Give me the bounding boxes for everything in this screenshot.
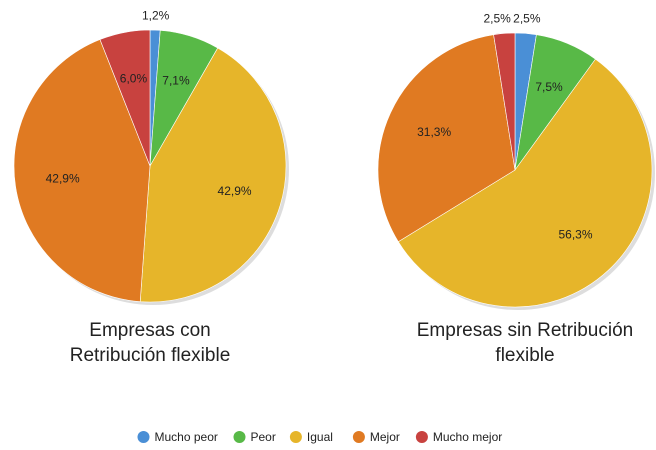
data-label: 7,1% bbox=[162, 74, 190, 88]
legend-label: Mejor bbox=[370, 430, 400, 444]
pie-slice bbox=[397, 58, 653, 308]
legend-label: Mucho mejor bbox=[433, 430, 502, 444]
legend-label: Igual bbox=[307, 430, 333, 444]
legend-label: Peor bbox=[251, 430, 276, 444]
legend-label: Mucho peor bbox=[155, 430, 218, 444]
data-label: 7,5% bbox=[535, 80, 563, 94]
data-label: 2,5% bbox=[483, 12, 511, 26]
chart-title: Empresas sin Retribución flexible bbox=[416, 320, 634, 366]
pie-slice bbox=[139, 47, 287, 303]
pie-slice bbox=[493, 32, 516, 171]
data-label: 2,5% bbox=[513, 12, 541, 26]
data-label: 31,3% bbox=[417, 125, 451, 139]
legend-swatch bbox=[289, 431, 302, 443]
data-label: 42,9% bbox=[46, 172, 80, 186]
legend-swatch bbox=[415, 431, 428, 443]
pie-slice bbox=[377, 34, 516, 243]
pie-slice bbox=[13, 39, 151, 302]
legend-swatch bbox=[137, 431, 150, 443]
data-label: 6,0% bbox=[120, 71, 148, 85]
data-label: 1,2% bbox=[142, 8, 170, 22]
data-label: 56,3% bbox=[558, 228, 592, 242]
legend-swatch bbox=[352, 431, 365, 443]
pie-slice bbox=[99, 29, 151, 167]
chart-title: Empresas con Retribución flexible bbox=[69, 320, 231, 366]
data-label: 42,9% bbox=[218, 184, 252, 198]
legend-swatch bbox=[233, 431, 246, 443]
